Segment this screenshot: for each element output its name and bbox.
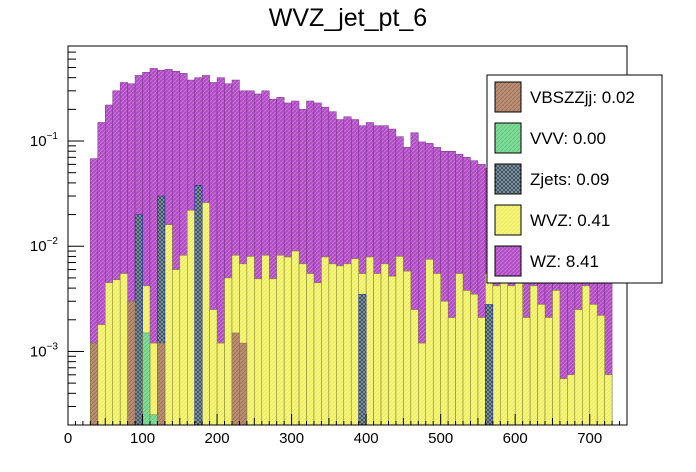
bar-vbszzjj-0 <box>90 342 99 425</box>
bar-vbszzjj-3 <box>231 332 240 425</box>
bar-wvz-57 <box>492 285 501 425</box>
bar-wvz-63 <box>537 304 546 425</box>
bar-wvz-32 <box>306 273 315 425</box>
bar-zjets-1 <box>157 195 166 425</box>
bar-wvz-18 <box>201 202 210 425</box>
bar-wvz-15 <box>179 255 188 425</box>
bar-wvz-25 <box>254 278 263 425</box>
bar-wvz-27 <box>268 278 277 425</box>
bar-wvz-44 <box>395 256 404 425</box>
bar-wvz-64 <box>544 317 553 425</box>
bar-wvz-6 <box>112 279 121 425</box>
x-tick-label: 200 <box>205 430 230 447</box>
bar-wvz-28 <box>276 255 285 425</box>
legend: VBSZZjj: 0.02 VVV: 0.00 Zjets: 0.09 WVZ: 0.… <box>486 74 663 284</box>
bar-zjets-0 <box>134 214 143 425</box>
bar-wvz-43 <box>388 275 397 425</box>
legend-label-vbszzjj: VBSZZjj: 0.02 <box>530 88 635 107</box>
bar-vvv-1 <box>149 414 158 425</box>
bar-wvz-26 <box>261 255 270 425</box>
bar-wvz-4 <box>97 324 106 425</box>
bar-wvz-55 <box>477 317 486 425</box>
bar-wvz-54 <box>470 293 479 425</box>
x-tick-label: 700 <box>577 430 602 447</box>
bar-vbszzjj-2 <box>157 342 166 425</box>
bar-wvz-30 <box>291 250 300 425</box>
legend-label-vvv: VVV: 0.00 <box>530 129 606 148</box>
bar-wvz-42 <box>380 263 389 425</box>
bar-wvz-58 <box>500 270 508 425</box>
legend-swatch-vbszzjj <box>494 81 522 113</box>
bar-wvz-40 <box>365 256 374 425</box>
bar-zjets-4 <box>485 304 494 425</box>
bar-wvz-72 <box>604 374 613 425</box>
legend-label-wz: WZ: 8.41 <box>530 252 599 271</box>
bar-wvz-34 <box>321 256 330 425</box>
x-tick-label: 600 <box>503 430 528 447</box>
x-tick-label: 500 <box>428 430 453 447</box>
y-tick-label: 10−1 <box>30 131 59 150</box>
y-tick-label: 10−3 <box>30 341 59 360</box>
axes: 0 100 200 300 400 500 600 700 10−3 10−2 10−1 <box>30 45 628 447</box>
bar-layer <box>90 68 613 425</box>
legend-swatch-zjets <box>494 163 522 195</box>
bar-wvz-45 <box>403 270 412 425</box>
y-tick-label: 10−2 <box>30 236 59 255</box>
legend-swatch-wvz <box>494 204 522 236</box>
bar-wvz-67 <box>567 374 576 425</box>
bar-wvz-65 <box>552 290 561 425</box>
legend-label-wvz: WVZ: 0.41 <box>530 211 610 230</box>
chart-title: WVZ_jet_pt_6 <box>269 4 427 32</box>
bar-wvz-24 <box>246 256 255 425</box>
bar-wvz-29 <box>283 256 292 425</box>
bar-wvz-13 <box>164 224 173 425</box>
legend-swatch-vvv <box>494 122 522 154</box>
bar-wvz-5 <box>105 282 113 425</box>
bar-wvz-37 <box>343 263 352 425</box>
bar-wvz-7 <box>119 273 128 425</box>
bar-wvz-35 <box>328 263 337 425</box>
bar-wvz-47 <box>418 342 427 425</box>
bar-vbszzjj-4 <box>239 342 248 425</box>
bar-wvz-62 <box>529 285 538 425</box>
x-tick-label: 0 <box>64 430 72 447</box>
legend-swatch-wz <box>494 245 522 277</box>
bar-wvz-16 <box>187 209 195 425</box>
bar-zjets-3 <box>358 293 367 425</box>
bar-zjets-2 <box>194 184 203 425</box>
bar-wvz-36 <box>336 265 345 425</box>
bar-vbszzjj-1 <box>127 301 136 425</box>
bar-wvz-31 <box>298 263 307 425</box>
legend-label-zjets: Zjets: 0.09 <box>530 170 609 189</box>
x-tick-label: 300 <box>279 430 304 447</box>
bar-vvv-0 <box>142 332 151 425</box>
bar-wvz-33 <box>313 282 322 425</box>
bar-wvz-46 <box>410 309 419 425</box>
bar-wvz-48 <box>425 259 434 425</box>
x-tick-label: 100 <box>130 430 155 447</box>
bar-wvz-14 <box>172 269 181 425</box>
bar-wvz-53 <box>462 290 471 425</box>
bar-wvz-66 <box>559 378 568 425</box>
x-tick-label: 400 <box>354 430 379 447</box>
bar-wvz-52 <box>455 273 464 425</box>
bar-wvz-38 <box>350 258 359 425</box>
